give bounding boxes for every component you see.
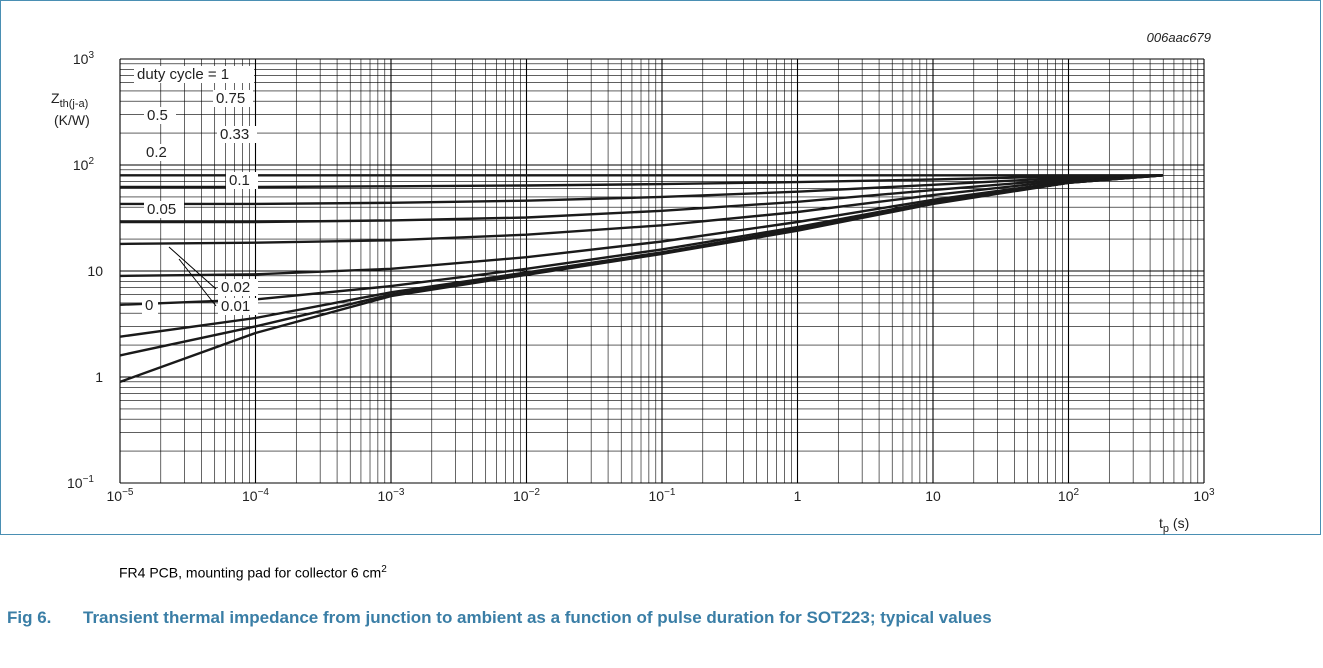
- x-tick-label-8: 103: [1193, 487, 1215, 504]
- label-leader: [178, 258, 217, 307]
- x-tick-label-4: 10−1: [649, 487, 676, 504]
- series-label-bg: [218, 279, 258, 296]
- y-tick-label-3: 102: [73, 156, 95, 173]
- note-superscript: 2: [381, 564, 387, 575]
- series-line-6: [119, 174, 1164, 306]
- series-label-bg: [142, 297, 158, 314]
- axis-layer: 10−5 10−4 10−3 10−2 10−1 1 10 102 103 10−1 1 10 102 1…: [51, 50, 1215, 535]
- x-tick-label-2: 10−3: [378, 487, 405, 504]
- label-layer: duty cycle = 1 0.75 0.5 0.33 0.2 0.1 0.05 0.02 0…: [134, 66, 258, 315]
- series-label-bg: [143, 144, 175, 161]
- series-label-2: 0.5: [147, 107, 168, 124]
- x-tick-label-5: 1: [794, 488, 802, 504]
- series-label-bg: [218, 298, 258, 315]
- series-line-9: [119, 174, 1164, 384]
- x-tick-label-3: 10−2: [513, 487, 540, 504]
- x-tick-label-1: 10−4: [242, 487, 269, 504]
- y-tick-label-2: 10: [87, 263, 103, 279]
- series-line-1: [120, 174, 1164, 189]
- series-label-1: 0.75: [216, 90, 245, 107]
- series-label-4: 0.2: [146, 144, 167, 161]
- figure-note: FR4 PCB, mounting pad for collector 6 cm…: [119, 564, 387, 581]
- series-label-3: 0.33: [220, 126, 249, 143]
- series-label-bg: [144, 107, 176, 124]
- note-text: FR4 PCB, mounting pad for collector 6 cm: [119, 564, 382, 581]
- chart-frame: duty cycle = 1 0.75 0.5 0.33 0.2 0.1 0.05 0.02 0…: [0, 0, 1321, 535]
- y-axis-label: Zth(j-a): [51, 90, 88, 110]
- series-label-bg: [226, 172, 258, 189]
- chart-svg: duty cycle = 1 0.75 0.5 0.33 0.2 0.1 0.05 0.02 0…: [51, 30, 1215, 535]
- x-tick-label-7: 102: [1058, 487, 1080, 504]
- curve-layer: [119, 174, 1164, 384]
- series-line-4: [119, 174, 1164, 246]
- x-tick-label-6: 10: [925, 488, 941, 504]
- y-tick-label-1: 1: [95, 369, 103, 385]
- figure-id: 006aac679: [1147, 30, 1211, 45]
- label-leader: [168, 246, 217, 290]
- y-tick-label-0: 10−1: [67, 474, 94, 491]
- y-tick-label-4: 103: [73, 50, 95, 67]
- series-line-3: [120, 174, 1164, 224]
- grid-layer: [119, 58, 1205, 484]
- series-label-bg: [213, 90, 253, 107]
- series-label-0: duty cycle = 1: [137, 66, 229, 83]
- caption-number: Fig 6.: [7, 608, 52, 627]
- series-label-7: 0.02: [221, 279, 250, 296]
- series-label-5: 0.1: [229, 172, 250, 189]
- series-label-8: 0.01: [221, 298, 250, 315]
- series-label-bg: [134, 66, 254, 83]
- x-axis-label: tp (s): [1159, 515, 1189, 535]
- series-label-6: 0.05: [147, 201, 176, 218]
- caption-text: Transient thermal impedance from junctio…: [83, 608, 992, 627]
- series-label-9: 0: [145, 297, 153, 314]
- y-axis-unit: (K/W): [54, 112, 90, 128]
- series-line-2: [120, 174, 1164, 206]
- x-tick-label-0: 10−5: [107, 487, 134, 504]
- series-label-bg: [144, 201, 184, 218]
- series-label-bg: [217, 126, 257, 143]
